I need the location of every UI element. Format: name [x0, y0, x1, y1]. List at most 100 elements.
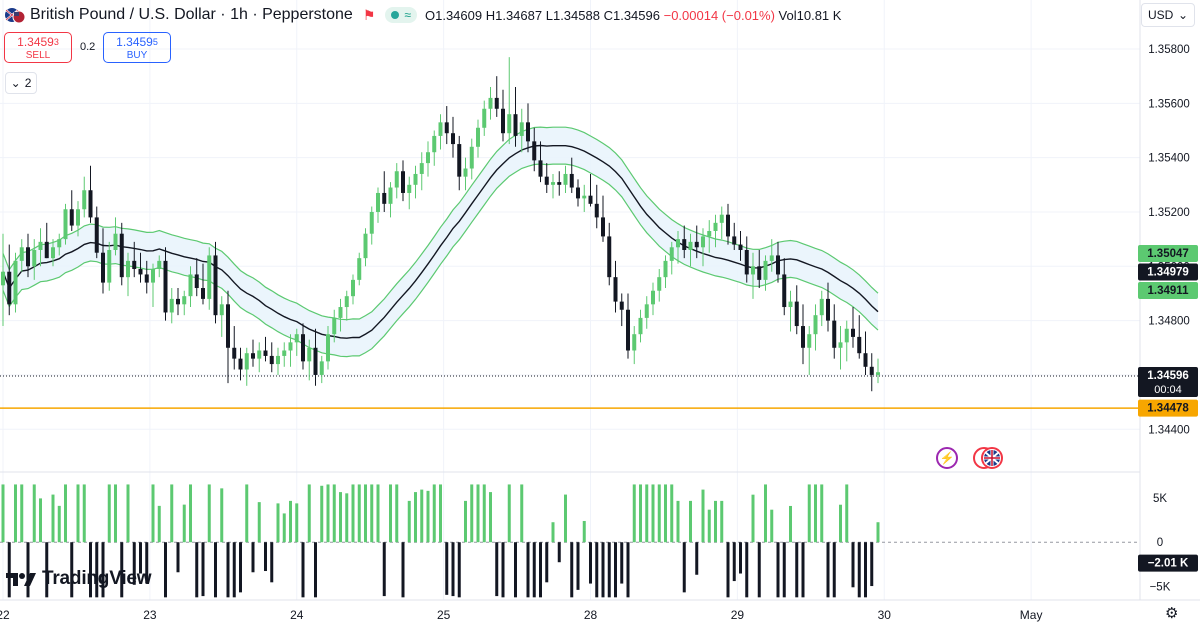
candle-body: [188, 274, 193, 297]
candle-body: [32, 250, 37, 267]
volume-bar: [407, 500, 411, 543]
volume-bar: [326, 484, 330, 543]
candle-body: [626, 309, 630, 351]
market-open-dot-icon: [391, 11, 400, 19]
volume-bar: [770, 509, 774, 543]
volume-bar: [520, 484, 524, 543]
candle-body: [163, 260, 168, 313]
volume-bar: [820, 484, 824, 543]
candle-body: [88, 190, 93, 218]
volume-bar: [745, 542, 749, 598]
candle-body: [44, 241, 49, 259]
currency-label: USD: [1148, 8, 1174, 22]
volume-bar: [545, 542, 549, 583]
volume-bar: [514, 542, 517, 598]
volume-bar: [132, 542, 136, 585]
volume-bar: [695, 542, 699, 575]
candle-body: [769, 255, 774, 261]
candle-body: [844, 328, 849, 343]
candle-body: [132, 260, 137, 270]
volume-bar: [270, 542, 274, 583]
settings-gear-icon[interactable]: ⚙: [1165, 605, 1179, 622]
volume-bar: [632, 484, 636, 543]
volume-bar: [701, 489, 705, 543]
candle-body: [594, 203, 599, 218]
currency-select[interactable]: USD ⌄: [1141, 3, 1195, 27]
volume-bar: [14, 484, 17, 543]
volume-bar: [857, 542, 861, 598]
candle-body: [632, 334, 637, 351]
candle-body: [313, 347, 318, 375]
volume-bar: [576, 542, 580, 590]
candle-body: [282, 350, 287, 356]
volume-bar: [845, 484, 849, 543]
indicators-collapse-button[interactable]: ⌄ 2: [5, 72, 37, 94]
spread-value: 0.2: [80, 41, 96, 53]
candle-body: [601, 217, 605, 237]
volume-bar: [826, 542, 830, 598]
volume-bar: [214, 542, 217, 598]
market-status-pill[interactable]: ≈: [385, 7, 417, 23]
time-tick-label: May: [1020, 608, 1043, 622]
candle-body: [126, 260, 130, 278]
buy-button[interactable]: 1.34595 BUY: [103, 32, 171, 63]
candle-body: [326, 334, 330, 362]
uk-event-flag-icon[interactable]: [981, 447, 1003, 469]
volume-bar: [664, 484, 667, 543]
volume-bar: [814, 484, 817, 543]
candle-body: [813, 315, 818, 335]
volume-bar: [89, 542, 92, 598]
candle-body: [726, 214, 730, 237]
volume-bar: [495, 542, 499, 597]
market-flag-icon[interactable]: ⚑: [362, 6, 376, 23]
tradingview-logo[interactable]: TradingView: [6, 568, 152, 590]
sell-label: SELL: [25, 50, 51, 61]
volume-bar: [776, 542, 780, 598]
lightning-event-icon[interactable]: ⚡: [936, 447, 958, 469]
volume-bar: [114, 484, 117, 543]
volume-bar: [582, 520, 586, 543]
candle-body: [332, 317, 337, 335]
volume-bar: [389, 484, 392, 543]
lower-band-level-label: 1.34911: [1148, 285, 1190, 297]
volume-bar: [1, 484, 5, 543]
volume-bar: [276, 503, 280, 543]
volume-bar: [176, 542, 180, 573]
candle-body: [788, 301, 793, 308]
candle-body: [663, 260, 668, 278]
candle-body: [194, 274, 199, 289]
moving-average-line: [2, 144, 879, 339]
candle-body: [363, 233, 368, 259]
volume-bar: [332, 484, 336, 543]
volume-bar: [501, 542, 505, 598]
candle-body: [457, 144, 462, 177]
price-tick-label: 1.35800: [1148, 44, 1190, 56]
volume-bar: [239, 542, 242, 593]
candle-body: [776, 255, 780, 275]
volume-bar: [689, 500, 692, 543]
candle-body: [807, 334, 812, 348]
volume-bar: [95, 542, 99, 598]
low-value: L1.34588: [545, 7, 600, 23]
volume-bar: [457, 542, 461, 598]
volume-bar: [564, 494, 567, 543]
sell-button[interactable]: 1.34593 SELL: [4, 32, 72, 63]
volume-bar: [670, 484, 674, 543]
volume-bar: [651, 484, 655, 543]
candle-body: [588, 195, 593, 204]
candle-body: [432, 135, 437, 153]
candle-body: [501, 108, 505, 134]
volume-bar: [139, 542, 142, 574]
volume-bar: [82, 484, 86, 543]
volume-bar: [782, 542, 786, 598]
candle-body: [463, 168, 468, 177]
volume-bar: [339, 492, 342, 543]
volume-bar: [395, 484, 399, 543]
volume-bar: [595, 542, 599, 598]
volume-bar: [839, 504, 842, 543]
symbol-title[interactable]: British Pound / U.S. Dollar · 1h · Peppe…: [30, 6, 353, 23]
bar-countdown-label: 00:04: [1154, 384, 1182, 396]
symbol-header[interactable]: British Pound / U.S. Dollar · 1h · Peppe…: [0, 0, 841, 30]
